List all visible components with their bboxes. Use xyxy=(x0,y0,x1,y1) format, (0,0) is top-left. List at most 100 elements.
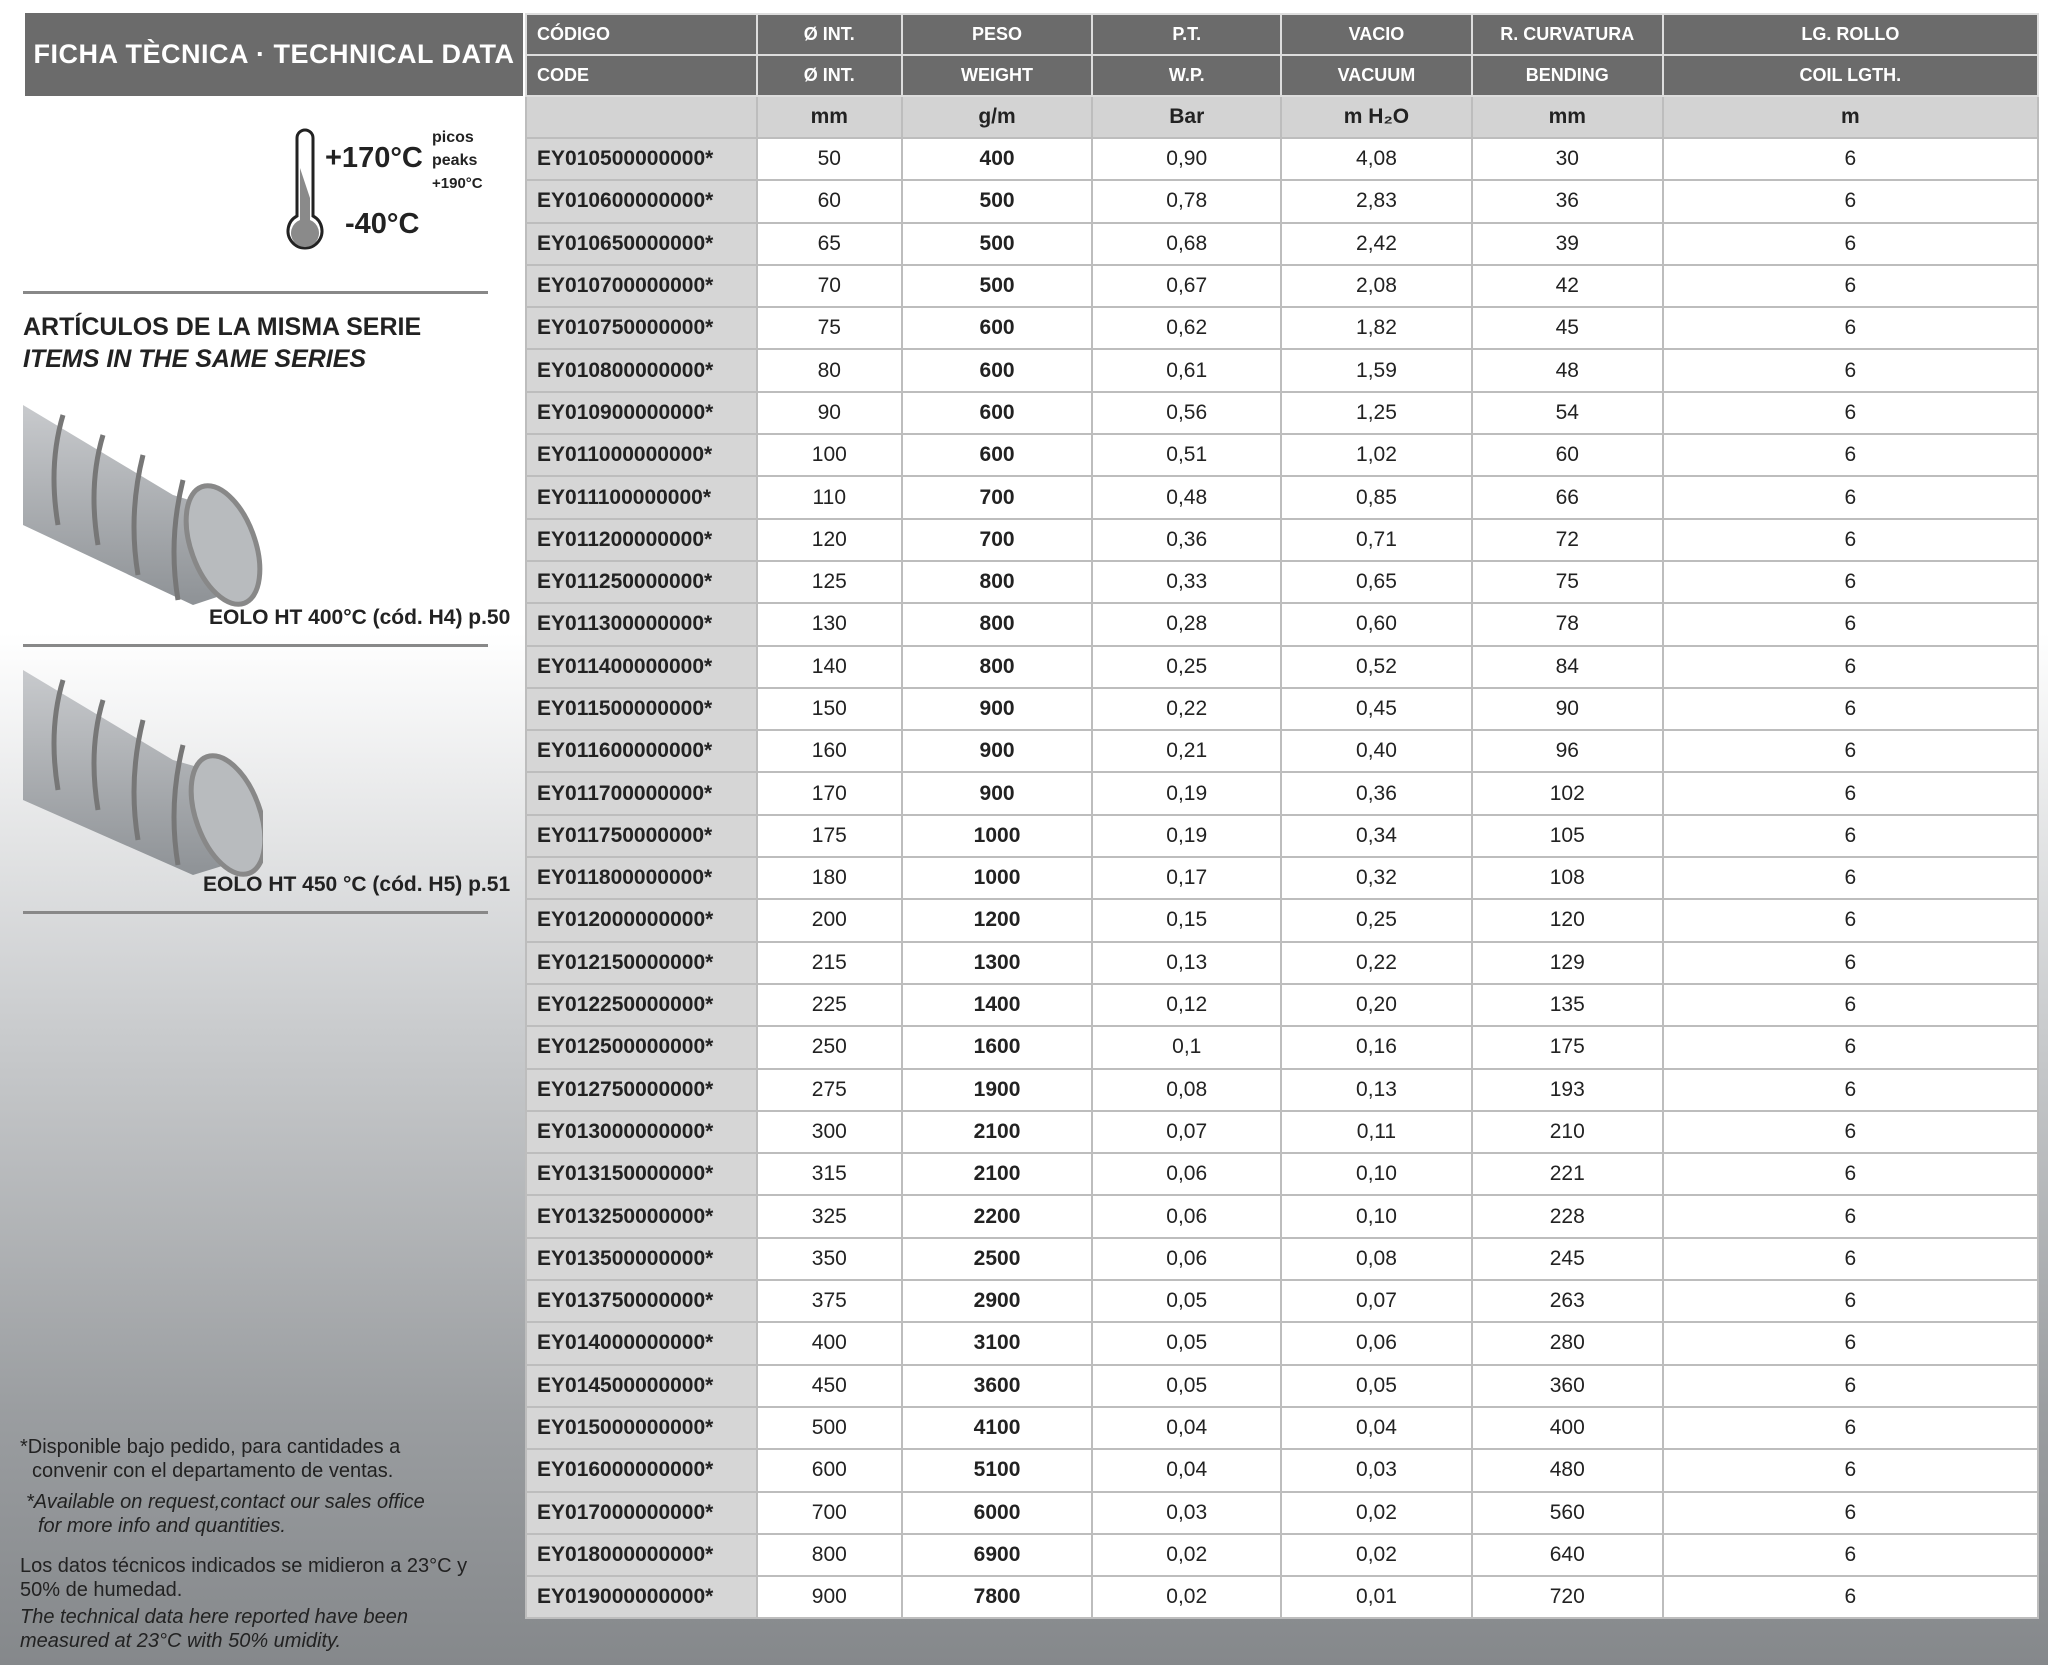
unit-inner-diameter: mm xyxy=(755,95,903,139)
cell-inner-diameter: 50 xyxy=(755,136,903,182)
column-header-working-pressure[interactable]: W.P. xyxy=(1091,54,1283,97)
cell-working-pressure: 0,90 xyxy=(1091,136,1283,182)
column-header-bending-radius[interactable]: BENDING xyxy=(1470,54,1664,97)
cell-coil-length: 6 xyxy=(1661,517,2040,562)
cell-weight: 500 xyxy=(900,221,1094,266)
hose-image[interactable] xyxy=(23,385,263,610)
table-row: EY010600000000* 60 500 0,78 2,83 36 6 xyxy=(525,179,2040,224)
cell-code: EY011500000000* xyxy=(525,686,758,732)
table-row: EY019000000000* 900 7800 0,02 0,01 720 6 xyxy=(525,1575,2040,1620)
cell-code: EY010800000000* xyxy=(525,348,758,393)
cell-bending-radius: 90 xyxy=(1470,686,1664,732)
cell-bending-radius: 105 xyxy=(1470,813,1664,859)
cell-vacuum: 0,71 xyxy=(1280,517,1473,562)
cell-vacuum: 0,45 xyxy=(1280,686,1473,732)
column-header-vacuum[interactable]: VACIO xyxy=(1280,13,1473,56)
cell-inner-diameter: 140 xyxy=(755,644,903,689)
measurement-note-es: Los datos técnicos indicados se midieron… xyxy=(20,1555,468,1601)
cell-inner-diameter: 120 xyxy=(755,517,903,562)
cell-vacuum: 2,83 xyxy=(1280,179,1473,224)
cell-inner-diameter: 200 xyxy=(755,898,903,943)
cell-vacuum: 0,20 xyxy=(1280,982,1473,1028)
cell-code: EY011400000000* xyxy=(525,644,758,689)
cell-code: EY012000000000* xyxy=(525,898,758,943)
series-item-1[interactable]: EOLO HT 400°C (cód. H4) p.50 xyxy=(209,606,511,629)
cell-weight: 7800 xyxy=(900,1575,1094,1620)
cell-coil-length: 6 xyxy=(1661,263,2040,309)
cell-inner-diameter: 130 xyxy=(755,602,903,647)
cell-coil-length: 6 xyxy=(1661,1490,2040,1535)
cell-weight: 600 xyxy=(900,306,1094,351)
cell-vacuum: 0,40 xyxy=(1280,729,1473,774)
cell-weight: 900 xyxy=(900,729,1094,774)
cell-working-pressure: 0,21 xyxy=(1091,729,1283,774)
cell-inner-diameter: 300 xyxy=(755,1109,903,1155)
cell-working-pressure: 0,05 xyxy=(1091,1321,1283,1366)
cell-bending-radius: 210 xyxy=(1470,1109,1664,1155)
header-row-es: CÓDIGO Ø INT. PESO P.T. VACIO R. CURVATURA LG.… xyxy=(525,13,2040,56)
cell-weight: 2900 xyxy=(900,1279,1094,1324)
column-header-coil-length[interactable]: LG. ROLLO xyxy=(1661,13,2040,56)
cell-inner-diameter: 160 xyxy=(755,729,903,774)
cell-code: EY011600000000* xyxy=(525,729,758,774)
cell-bending-radius: 120 xyxy=(1470,898,1664,943)
thermometer-icon xyxy=(286,128,324,250)
cell-bending-radius: 221 xyxy=(1470,1152,1664,1197)
cell-bending-radius: 39 xyxy=(1470,221,1664,266)
column-header-code[interactable]: CODE xyxy=(525,54,758,97)
cell-vacuum: 0,25 xyxy=(1280,898,1473,943)
table-row: EY010700000000* 70 500 0,67 2,08 42 6 xyxy=(525,263,2040,309)
cell-coil-length: 6 xyxy=(1661,982,2040,1028)
cell-inner-diameter: 450 xyxy=(755,1363,903,1408)
table-row: EY013150000000* 315 2100 0,06 0,10 221 6 xyxy=(525,1152,2040,1197)
cell-code: EY011250000000* xyxy=(525,559,758,605)
table-row: EY014500000000* 450 3600 0,05 0,05 360 6 xyxy=(525,1363,2040,1408)
cell-vacuum: 1,02 xyxy=(1280,433,1473,478)
series-item-2[interactable]: EOLO HT 450 °C (cód. H5) p.51 xyxy=(203,873,511,896)
column-header-inner-diameter[interactable]: Ø INT. xyxy=(755,13,903,56)
cell-coil-length: 6 xyxy=(1661,813,2040,859)
cell-inner-diameter: 180 xyxy=(755,856,903,901)
table-row: EY012000000000* 200 1200 0,15 0,25 120 6 xyxy=(525,898,2040,943)
cell-coil-length: 6 xyxy=(1661,1279,2040,1324)
peak-label-es: picos xyxy=(432,129,474,146)
cell-code: EY010650000000* xyxy=(525,221,758,266)
section-title: FICHA TÈCNICA · TECHNICAL DATA xyxy=(25,13,523,96)
table-row: EY013000000000* 300 2100 0,07 0,11 210 6 xyxy=(525,1109,2040,1155)
cell-weight: 3100 xyxy=(900,1321,1094,1366)
cell-code: EY017000000000* xyxy=(525,1490,758,1535)
cell-coil-length: 6 xyxy=(1661,940,2040,985)
cell-weight: 500 xyxy=(900,179,1094,224)
cell-bending-radius: 42 xyxy=(1470,263,1664,309)
cell-weight: 2500 xyxy=(900,1236,1094,1282)
column-header-code[interactable]: CÓDIGO xyxy=(525,13,758,56)
cell-vacuum: 0,08 xyxy=(1280,1236,1473,1282)
cell-vacuum: 0,65 xyxy=(1280,559,1473,605)
column-header-inner-diameter[interactable]: Ø INT. xyxy=(755,54,903,97)
cell-working-pressure: 0,08 xyxy=(1091,1067,1283,1112)
cell-bending-radius: 228 xyxy=(1470,1194,1664,1239)
cell-bending-radius: 48 xyxy=(1470,348,1664,393)
cell-bending-radius: 78 xyxy=(1470,602,1664,647)
column-header-weight[interactable]: PESO xyxy=(900,13,1094,56)
cell-coil-length: 6 xyxy=(1661,1575,2040,1620)
column-header-coil-length[interactable]: COIL LGTH. xyxy=(1661,54,2040,97)
series-title-es: ARTÍCULOS DE LA MISMA SERIE xyxy=(23,313,422,341)
cell-vacuum: 0,10 xyxy=(1280,1152,1473,1197)
column-header-weight[interactable]: WEIGHT xyxy=(900,54,1094,97)
cell-coil-length: 6 xyxy=(1661,136,2040,182)
table-row: EY011250000000* 125 800 0,33 0,65 75 6 xyxy=(525,559,2040,605)
table-row: EY013750000000* 375 2900 0,05 0,07 263 6 xyxy=(525,1279,2040,1324)
column-header-bending-radius[interactable]: R. CURVATURA xyxy=(1470,13,1664,56)
column-header-vacuum[interactable]: VACUUM xyxy=(1280,54,1473,97)
cell-working-pressure: 0,62 xyxy=(1091,306,1283,351)
column-header-working-pressure[interactable]: P.T. xyxy=(1091,13,1283,56)
cell-code: EY018000000000* xyxy=(525,1532,758,1578)
cell-inner-diameter: 170 xyxy=(755,771,903,816)
hose-image[interactable] xyxy=(23,660,263,885)
cell-code: EY011000000000* xyxy=(525,433,758,478)
cell-working-pressure: 0,02 xyxy=(1091,1575,1283,1620)
table-row: EY010800000000* 80 600 0,61 1,59 48 6 xyxy=(525,348,2040,393)
table-row: EY011500000000* 150 900 0,22 0,45 90 6 xyxy=(525,686,2040,732)
cell-weight: 2100 xyxy=(900,1109,1094,1155)
